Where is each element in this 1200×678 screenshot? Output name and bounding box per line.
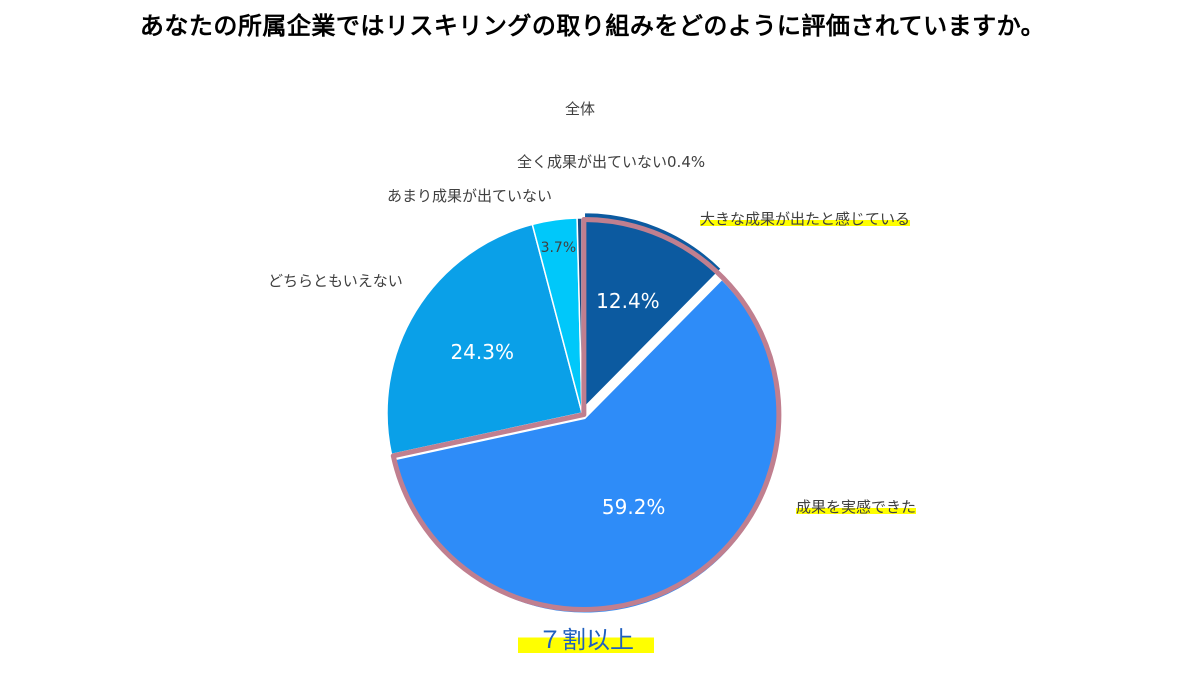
chart-subtitle: 全体 bbox=[564, 100, 595, 118]
slice-value-felt-results: 59.2% bbox=[602, 495, 666, 519]
slice-value-neutral: 24.3% bbox=[450, 340, 514, 364]
slice-value-large-results: 12.4% bbox=[596, 289, 660, 313]
slice-value-no-results: 0.4% bbox=[667, 153, 706, 171]
slice-label-no-results: 全く成果が出ていない0.4% bbox=[517, 153, 706, 171]
pie-slice-large-results bbox=[583, 211, 723, 410]
slice-label-large-results: 大きな成果が出たと感じている bbox=[700, 210, 911, 228]
pie-slice-neutral bbox=[386, 223, 583, 456]
slice-label-felt-results: 成果を実感できた bbox=[796, 498, 917, 516]
callout-seventy-percent: ７割以上 bbox=[518, 620, 654, 655]
slice-label-neutral: どちらともいえない bbox=[268, 272, 403, 290]
slice-value-few-results: 3.7% bbox=[541, 240, 577, 256]
chart-title: あなたの所属企業ではリスキリングの取り組みをどのように評価されていますか。 bbox=[139, 12, 1046, 40]
slice-label-few-results: あまり成果が出ていない bbox=[387, 187, 553, 205]
emphasis-outline bbox=[390, 217, 782, 613]
